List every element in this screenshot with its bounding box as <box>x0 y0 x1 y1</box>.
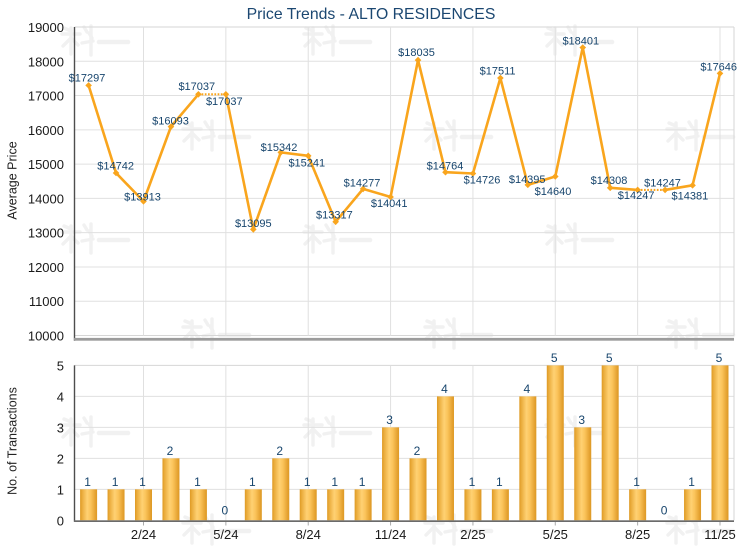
svg-text:$18035: $18035 <box>398 47 435 59</box>
svg-text:11/25: 11/25 <box>704 527 736 542</box>
svg-text:2: 2 <box>167 444 174 458</box>
svg-text:$14381: $14381 <box>672 191 709 203</box>
svg-text:$13095: $13095 <box>235 218 272 230</box>
svg-text:1: 1 <box>359 475 366 489</box>
svg-text:5: 5 <box>716 351 723 365</box>
svg-text:2: 2 <box>57 451 64 466</box>
svg-text:$14041: $14041 <box>371 198 408 210</box>
svg-text:4: 4 <box>441 382 448 396</box>
svg-text:5/24: 5/24 <box>213 527 238 542</box>
svg-text:No. of Transactions: No. of Transactions <box>6 387 20 495</box>
svg-text:$14277: $14277 <box>344 178 381 190</box>
svg-text:1: 1 <box>112 475 119 489</box>
svg-text:8/25: 8/25 <box>625 527 650 542</box>
svg-text:$17037: $17037 <box>206 96 243 108</box>
svg-text:1: 1 <box>249 475 256 489</box>
svg-text:$17297: $17297 <box>69 73 106 85</box>
svg-text:$14395: $14395 <box>509 174 546 186</box>
svg-text:1: 1 <box>633 475 640 489</box>
svg-text:19000: 19000 <box>28 20 64 35</box>
svg-text:3: 3 <box>578 413 585 427</box>
svg-text:2: 2 <box>276 444 283 458</box>
svg-text:18000: 18000 <box>28 54 64 69</box>
svg-text:$14764: $14764 <box>427 160 464 172</box>
svg-text:5: 5 <box>57 358 64 373</box>
svg-text:13000: 13000 <box>28 226 64 241</box>
svg-text:11/24: 11/24 <box>375 527 407 542</box>
svg-text:14000: 14000 <box>28 191 64 206</box>
svg-text:$14640: $14640 <box>535 186 572 198</box>
svg-text:1: 1 <box>469 475 476 489</box>
svg-text:$14726: $14726 <box>464 175 501 187</box>
svg-text:8/24: 8/24 <box>296 527 321 542</box>
svg-text:Price Trends - ALTO RESIDENCES: Price Trends - ALTO RESIDENCES <box>247 6 496 23</box>
svg-text:$18401: $18401 <box>562 35 599 47</box>
svg-text:5/25: 5/25 <box>543 527 568 542</box>
svg-text:2/25: 2/25 <box>460 527 485 542</box>
svg-text:11000: 11000 <box>29 294 64 309</box>
svg-text:0: 0 <box>57 513 64 528</box>
svg-text:1: 1 <box>331 475 338 489</box>
svg-text:2/24: 2/24 <box>131 527 156 542</box>
svg-text:Average Price: Average Price <box>6 141 20 219</box>
svg-text:1: 1 <box>84 475 91 489</box>
svg-text:4: 4 <box>523 382 530 396</box>
svg-text:10000: 10000 <box>28 329 64 344</box>
svg-text:5: 5 <box>551 351 558 365</box>
svg-text:$15342: $15342 <box>261 142 298 154</box>
svg-text:4: 4 <box>57 389 64 404</box>
svg-text:$17037: $17037 <box>178 81 215 93</box>
svg-text:$14247: $14247 <box>618 190 655 202</box>
svg-text:$14742: $14742 <box>97 161 134 173</box>
svg-text:1: 1 <box>57 482 64 497</box>
svg-text:$13913: $13913 <box>124 192 161 204</box>
svg-text:$13317: $13317 <box>316 209 353 221</box>
svg-text:$17511: $17511 <box>480 66 516 78</box>
svg-text:3: 3 <box>386 413 393 427</box>
svg-text:3: 3 <box>57 420 64 435</box>
svg-text:1: 1 <box>688 475 695 489</box>
svg-text:17000: 17000 <box>28 89 64 104</box>
svg-text:12000: 12000 <box>28 260 64 275</box>
svg-text:$15241: $15241 <box>288 157 325 169</box>
svg-text:0: 0 <box>222 503 229 517</box>
svg-text:2: 2 <box>414 444 421 458</box>
svg-text:16000: 16000 <box>28 123 64 138</box>
svg-text:15000: 15000 <box>28 157 64 172</box>
svg-text:$17646: $17646 <box>700 61 737 73</box>
svg-text:1: 1 <box>304 475 311 489</box>
svg-text:$16093: $16093 <box>152 115 189 127</box>
svg-text:1: 1 <box>139 475 146 489</box>
svg-text:0: 0 <box>661 503 668 517</box>
svg-text:$14247: $14247 <box>644 178 681 190</box>
svg-text:$14308: $14308 <box>591 175 628 187</box>
svg-text:1: 1 <box>194 475 201 489</box>
svg-text:1: 1 <box>496 475 503 489</box>
svg-text:5: 5 <box>606 351 613 365</box>
